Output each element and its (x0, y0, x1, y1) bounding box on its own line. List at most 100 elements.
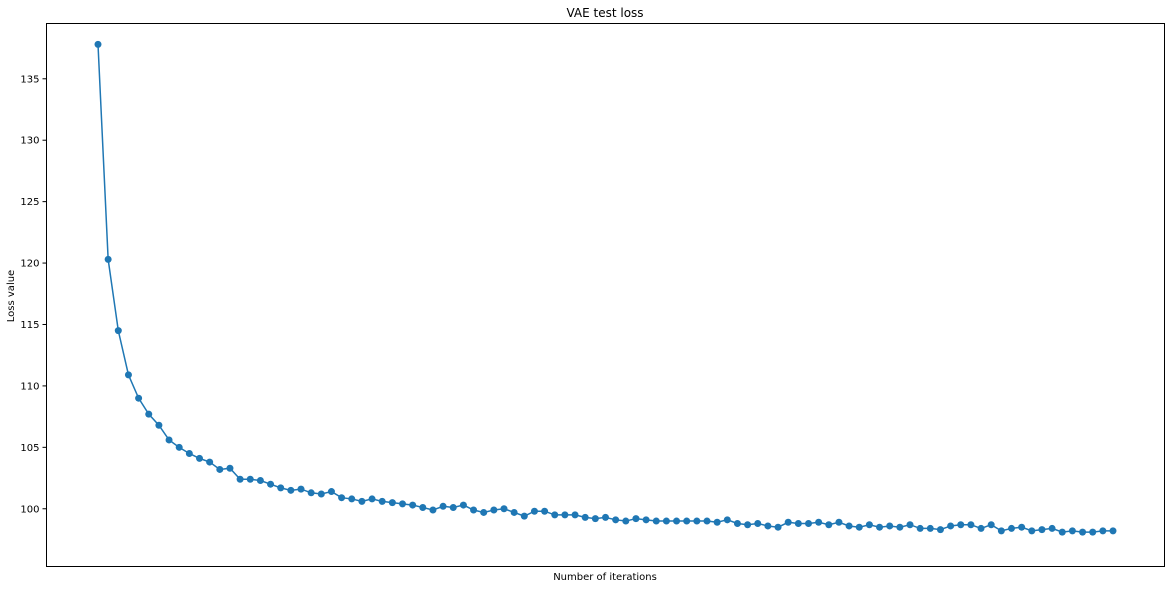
data-point (419, 504, 427, 512)
data-point (449, 504, 457, 512)
data-point (997, 527, 1005, 535)
data-point (602, 513, 609, 521)
data-point (1058, 528, 1066, 536)
data-point (348, 495, 356, 503)
data-point (1068, 527, 1076, 535)
data-point (1099, 527, 1107, 535)
data-point (652, 517, 660, 525)
data-point (216, 465, 224, 473)
data-point (744, 521, 752, 529)
y-axis-label: Loss value (6, 270, 17, 322)
data-point (185, 449, 193, 457)
data-point (632, 515, 640, 523)
data-point (165, 436, 173, 444)
data-point (591, 515, 599, 523)
data-point (399, 500, 406, 508)
x-axis-label: Number of iterations (553, 572, 657, 583)
y-tick-label: 120 (20, 259, 39, 270)
data-point (784, 518, 792, 526)
data-point (693, 517, 701, 525)
data-point (94, 40, 102, 48)
data-point (1018, 523, 1026, 531)
data-point (855, 523, 863, 531)
data-point (703, 517, 711, 525)
data-point (135, 394, 143, 402)
data-point (723, 516, 731, 524)
y-tick-label: 125 (20, 197, 39, 208)
data-point (155, 421, 163, 429)
data-point (794, 520, 802, 527)
data-point (571, 511, 579, 519)
data-point (145, 410, 153, 418)
data-point (307, 489, 315, 497)
series-line (97, 44, 1113, 533)
data-point (815, 518, 823, 526)
data-point (764, 522, 772, 530)
data-point (987, 521, 995, 529)
data-point (1028, 527, 1036, 535)
plot-frame (46, 23, 1165, 567)
data-point (876, 523, 884, 531)
data-point (916, 524, 924, 532)
data-point (845, 522, 853, 530)
data-point (388, 499, 396, 507)
data-point (825, 521, 833, 529)
data-point (541, 507, 549, 515)
data-point (1089, 528, 1097, 536)
data-point (1048, 524, 1056, 532)
data-point (277, 484, 285, 492)
data-point (236, 475, 244, 483)
data-point (530, 507, 538, 515)
data-point (297, 485, 305, 493)
data-point (480, 508, 488, 516)
data-point (733, 520, 741, 527)
data-point (1079, 528, 1087, 536)
data-point (226, 464, 234, 472)
data-point (926, 524, 934, 532)
data-point (520, 512, 528, 520)
data-point (124, 371, 132, 379)
data-point (327, 488, 335, 496)
data-point (104, 255, 112, 263)
y-tick-label: 100 (20, 504, 39, 515)
data-point (957, 521, 965, 529)
data-point (622, 517, 630, 525)
data-point (459, 501, 467, 509)
data-point (409, 501, 417, 509)
data-point (317, 490, 325, 498)
data-point (754, 520, 762, 527)
data-point (196, 454, 203, 462)
data-point (510, 508, 518, 516)
y-tick-label: 105 (20, 443, 39, 454)
data-point (561, 511, 569, 519)
data-point (439, 502, 447, 510)
data-point (581, 513, 589, 521)
data-point (774, 523, 782, 531)
data-point (642, 516, 650, 524)
y-tick-label: 135 (20, 74, 39, 85)
data-point (287, 486, 295, 494)
plot-area (94, 40, 1117, 536)
data-point (967, 521, 975, 529)
data-point (865, 521, 873, 529)
data-point (256, 477, 264, 484)
data-point (338, 494, 346, 502)
data-point (1008, 524, 1015, 532)
data-point (114, 327, 122, 335)
data-point (246, 475, 254, 483)
data-point (662, 517, 670, 525)
data-point (936, 526, 944, 534)
data-point (673, 517, 681, 525)
y-tick-label: 130 (20, 136, 39, 147)
data-point (683, 517, 691, 525)
data-point (470, 506, 478, 514)
data-point (835, 518, 843, 526)
chart-title: VAE test loss (566, 6, 643, 20)
data-point (429, 506, 437, 514)
data-point (947, 522, 955, 530)
data-point (1038, 526, 1046, 534)
data-point (358, 497, 366, 505)
data-point (886, 522, 894, 530)
y-tick-label: 115 (20, 320, 39, 331)
